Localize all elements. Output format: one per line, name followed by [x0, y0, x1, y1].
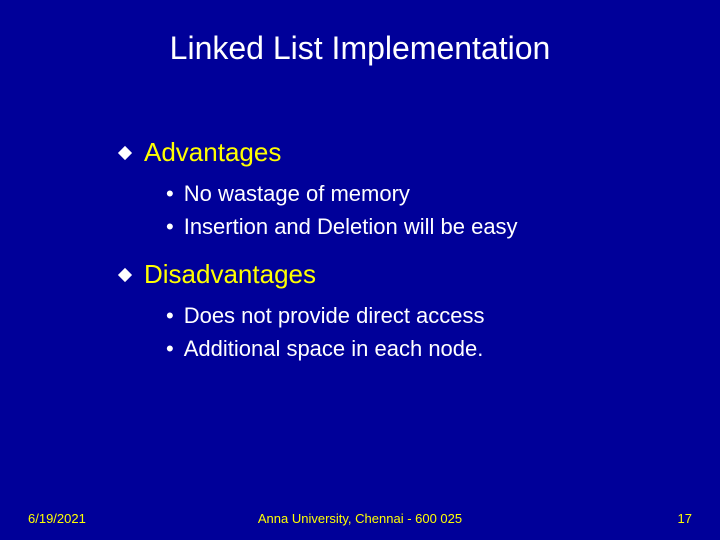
bullet-dot-icon: •	[166, 180, 174, 209]
bullet-dot-icon: •	[166, 335, 174, 364]
list-item: • Additional space in each node.	[166, 335, 680, 364]
list-item: • No wastage of memory	[166, 180, 680, 209]
footer-page-number: 17	[678, 511, 692, 526]
footer-date: 6/19/2021	[28, 511, 86, 526]
bullet-list: • No wastage of memory • Insertion and D…	[120, 180, 680, 241]
section-disadvantages: Disadvantages • Does not provide direct …	[120, 259, 680, 363]
bullet-list: • Does not provide direct access • Addit…	[120, 302, 680, 363]
diamond-bullet-icon	[118, 268, 132, 282]
diamond-bullet-icon	[118, 145, 132, 159]
section-header: Advantages	[120, 137, 680, 168]
bullet-dot-icon: •	[166, 213, 174, 242]
footer-center: Anna University, Chennai - 600 025	[28, 511, 692, 526]
bullet-text: Additional space in each node.	[184, 335, 484, 364]
slide-footer: 6/19/2021 Anna University, Chennai - 600…	[0, 511, 720, 526]
slide-content: Advantages • No wastage of memory • Inse…	[0, 137, 720, 363]
bullet-text: No wastage of memory	[184, 180, 410, 209]
section-heading: Disadvantages	[144, 259, 316, 290]
list-item: • Insertion and Deletion will be easy	[166, 213, 680, 242]
section-header: Disadvantages	[120, 259, 680, 290]
bullet-text: Insertion and Deletion will be easy	[184, 213, 518, 242]
section-heading: Advantages	[144, 137, 281, 168]
bullet-text: Does not provide direct access	[184, 302, 485, 331]
bullet-dot-icon: •	[166, 302, 174, 331]
section-advantages: Advantages • No wastage of memory • Inse…	[120, 137, 680, 241]
list-item: • Does not provide direct access	[166, 302, 680, 331]
slide: Linked List Implementation Advantages • …	[0, 0, 720, 540]
slide-title: Linked List Implementation	[0, 30, 720, 67]
